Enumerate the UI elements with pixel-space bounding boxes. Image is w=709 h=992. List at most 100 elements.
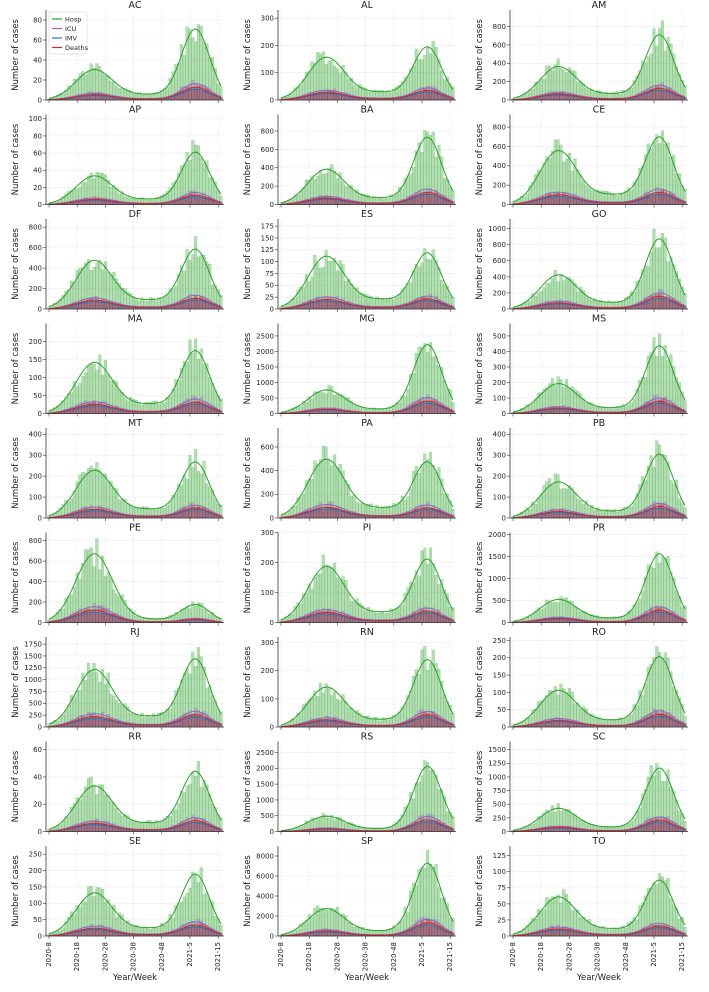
deaths-bar bbox=[89, 510, 93, 519]
deaths-bar bbox=[333, 301, 337, 310]
deaths-bar bbox=[81, 96, 85, 101]
y-tick-label: 75 bbox=[265, 270, 274, 278]
subplot-title: CE bbox=[593, 105, 606, 116]
subplot-al: 0 100 200 300 AL Number of cases bbox=[243, 0, 456, 104]
subplot-pi: 0 100 200 300 PI Number of cases bbox=[243, 523, 456, 627]
y-axis-label: Number of cases bbox=[475, 123, 485, 195]
icu-kde-line bbox=[280, 87, 454, 100]
y-tick-label: 400 bbox=[29, 578, 42, 586]
deaths-bar bbox=[562, 512, 566, 519]
legend-label: IMV bbox=[65, 34, 78, 42]
deaths-bar bbox=[92, 301, 96, 310]
y-tick-label: 800 bbox=[493, 23, 506, 31]
y-axis-label: Number of cases bbox=[11, 123, 21, 195]
y-tick-label: 400 bbox=[261, 467, 274, 475]
subplot-title: MA bbox=[128, 314, 143, 325]
y-tick-label: 200 bbox=[493, 78, 506, 86]
y-tick-label: 200 bbox=[261, 491, 274, 499]
y-tick-label: 0 bbox=[38, 96, 42, 104]
y-tick-label: 1000 bbox=[256, 379, 274, 387]
deaths-kde-line bbox=[48, 86, 222, 101]
deaths-bar bbox=[556, 408, 560, 414]
deaths-bar bbox=[321, 91, 325, 101]
y-tick-label: 400 bbox=[261, 164, 274, 172]
deaths-bar bbox=[428, 509, 433, 519]
hosp-kde-line bbox=[48, 28, 222, 99]
y-tick-label: 50 bbox=[33, 392, 42, 400]
y-tick-label: 200 bbox=[493, 182, 506, 190]
y-tick-label: 400 bbox=[29, 431, 42, 439]
y-tick-label: 2000 bbox=[256, 348, 274, 356]
y-tick-label: 20 bbox=[33, 184, 42, 192]
subplot-pa: 0 200 400 600 PA Number of cases bbox=[243, 418, 456, 522]
y-tick-label: 200 bbox=[493, 379, 506, 387]
y-tick-label: 0 bbox=[38, 201, 42, 209]
y-tick-label: 800 bbox=[29, 224, 42, 232]
deaths-bar bbox=[556, 192, 560, 205]
deaths-bar bbox=[663, 508, 667, 519]
deaths-bar bbox=[655, 508, 659, 519]
legend-label: ICU bbox=[65, 25, 76, 33]
y-tick-label: 125 bbox=[261, 246, 274, 254]
y-tick-label: 200 bbox=[493, 473, 506, 481]
deaths-bar bbox=[548, 95, 552, 101]
deaths-bar bbox=[431, 301, 435, 310]
deaths-bar bbox=[106, 512, 110, 519]
deaths-bar bbox=[313, 615, 317, 623]
y-tick-label: 50 bbox=[265, 282, 274, 290]
subplot-mg: 0 500 1000 1500 2000 2500 MG Number of cases bbox=[243, 314, 456, 418]
y-axis-label: Number of cases bbox=[11, 19, 21, 91]
y-axis-label: Number of cases bbox=[243, 437, 253, 509]
y-tick-label: 150 bbox=[261, 234, 274, 242]
subplot-title: AC bbox=[129, 0, 142, 11]
deaths-bar bbox=[567, 197, 571, 205]
y-tick-label: 200 bbox=[29, 338, 42, 346]
deaths-bar bbox=[652, 296, 656, 310]
y-tick-label: 0 bbox=[502, 305, 506, 313]
deaths-bar bbox=[567, 304, 571, 310]
deaths-bar bbox=[666, 299, 670, 310]
y-tick-label: 500 bbox=[261, 394, 274, 402]
subplot-title: AM bbox=[592, 0, 607, 11]
deaths-bar bbox=[196, 300, 201, 310]
subplot-ba: 0 200 400 600 800 BA Number of cases bbox=[243, 105, 456, 209]
subplot-title: MG bbox=[359, 314, 375, 325]
y-tick-label: 40 bbox=[33, 167, 42, 175]
legend-label: Deaths bbox=[65, 44, 89, 52]
y-axis-label: Number of cases bbox=[11, 332, 21, 404]
subplot-title: MT bbox=[128, 418, 142, 429]
subplot-ap: 0 20 40 60 80 100 AP Number of cases bbox=[11, 105, 224, 209]
deaths-bar bbox=[324, 508, 328, 519]
subplot-title: AP bbox=[129, 105, 141, 116]
subplot-title: PE bbox=[129, 523, 141, 534]
y-axis-label: Number of cases bbox=[243, 228, 253, 300]
y-tick-label: 800 bbox=[493, 123, 506, 131]
deaths-bar bbox=[191, 194, 195, 205]
y-tick-label: 300 bbox=[493, 452, 506, 460]
deaths-bar bbox=[426, 612, 430, 623]
y-tick-label: 0 bbox=[502, 201, 506, 209]
legend-box bbox=[48, 11, 88, 55]
subplot-go: 0 200 400 600 800 1000 GO Number of cases bbox=[475, 209, 688, 313]
deaths-bar bbox=[646, 510, 650, 519]
y-axis-label: Number of cases bbox=[475, 228, 485, 300]
deaths-bar bbox=[95, 611, 99, 623]
deaths-bar bbox=[652, 403, 656, 414]
deaths-bar bbox=[649, 195, 653, 205]
y-axis-label: Number of cases bbox=[243, 19, 253, 91]
y-tick-label: 600 bbox=[261, 146, 274, 154]
y-tick-label: 80 bbox=[33, 132, 42, 140]
deaths-bar bbox=[95, 510, 99, 519]
y-tick-label: 100 bbox=[29, 115, 42, 123]
y-tick-label: 300 bbox=[261, 15, 274, 23]
subplot-title: GO bbox=[592, 209, 607, 220]
y-tick-label: 100 bbox=[29, 374, 42, 382]
deaths-bar bbox=[559, 195, 563, 205]
deaths-bar bbox=[417, 510, 421, 519]
deaths-bar bbox=[92, 612, 96, 623]
y-tick-label: 300 bbox=[493, 363, 506, 371]
y-tick-label: 100 bbox=[261, 69, 274, 77]
y-tick-label: 600 bbox=[493, 257, 506, 265]
deaths-bar bbox=[304, 304, 308, 310]
